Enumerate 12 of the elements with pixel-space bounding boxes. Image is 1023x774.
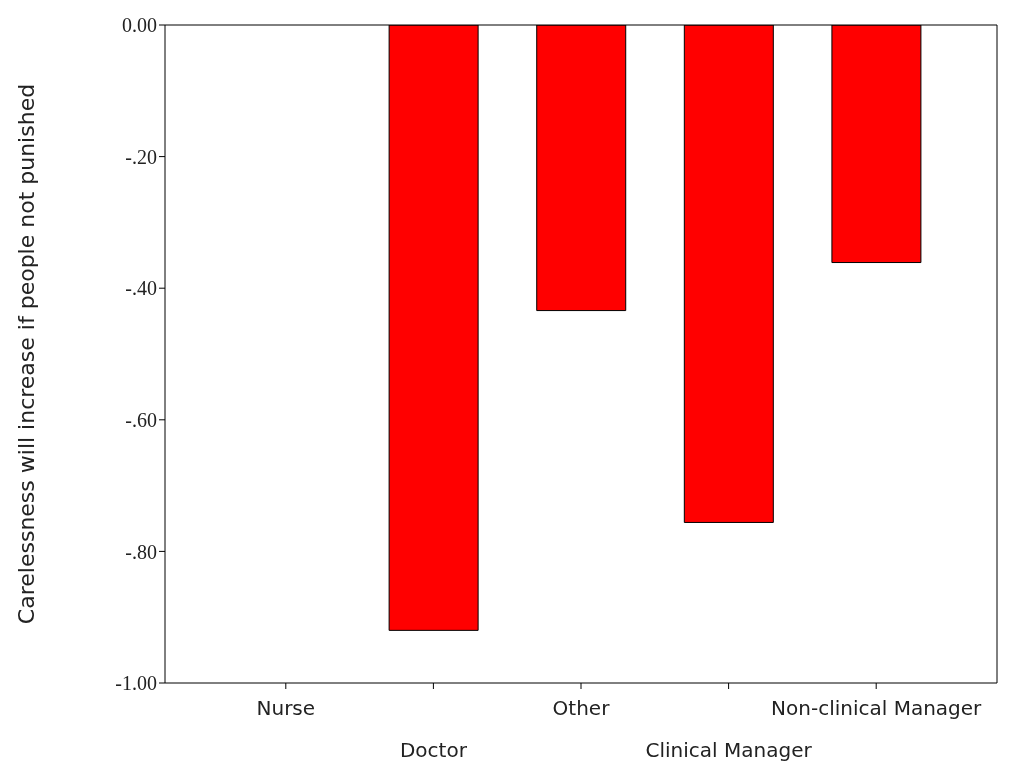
- y-tick-label: -.80: [125, 540, 157, 563]
- y-tick-label: -.40: [125, 277, 157, 300]
- x-tick-label: Other: [552, 696, 611, 720]
- y-tick-label: -1.00: [115, 672, 157, 695]
- y-tick-label: -.60: [125, 408, 157, 431]
- y-axis-title: Carelessness will increase if people not punished: [13, 83, 39, 625]
- x-tick-label: Non-clinical Manager: [771, 696, 983, 720]
- y-tick-label: 0.00: [122, 14, 157, 37]
- y-tick-label: -.20: [125, 145, 157, 168]
- x-tick-label: Nurse: [256, 696, 316, 720]
- x-tick-label: Clinical Manager: [645, 738, 813, 762]
- x-tick-label: Doctor: [399, 738, 468, 762]
